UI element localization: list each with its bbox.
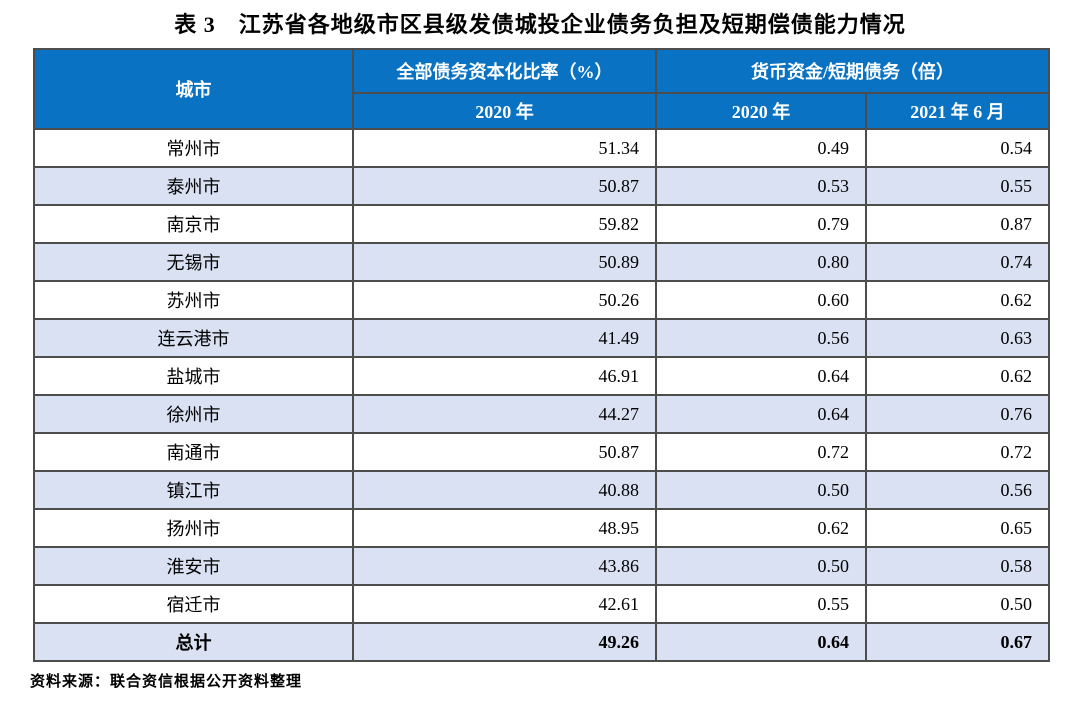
cash-2021-cell: 0.56	[865, 470, 1050, 510]
city-cell: 淮安市	[33, 546, 354, 586]
city-cell: 盐城市	[33, 356, 354, 396]
column-header-cash-ratio-group: 货币资金/短期债务（倍）	[655, 48, 1050, 94]
cash-2021-cell: 0.62	[865, 280, 1050, 320]
table-row: 徐州市 44.27 0.64 0.76	[33, 394, 1050, 434]
cash-2020-cell: 0.64	[655, 394, 867, 434]
city-cell: 徐州市	[33, 394, 354, 434]
cash-2020-cell: 0.56	[655, 318, 867, 358]
column-header-debt-ratio-group: 全部债务资本化比率（%）	[352, 48, 657, 94]
table-row: 无锡市 50.89 0.80 0.74	[33, 242, 1050, 282]
debt-2020-cell: 40.88	[352, 470, 657, 510]
city-cell: 宿迁市	[33, 584, 354, 624]
header-row-groups: 城市 全部债务资本化比率（%） 货币资金/短期债务（倍）	[33, 48, 1050, 130]
debt-2020-cell: 42.61	[352, 584, 657, 624]
column-subheader-cash-2020: 2020 年	[655, 92, 867, 130]
cash-2021-cell: 0.54	[865, 128, 1050, 168]
page-title: 表 3 江苏省各地级市区县级发债城投企业债务负担及短期偿债能力情况	[174, 12, 906, 37]
debt-2020-cell: 43.86	[352, 546, 657, 586]
table-row: 常州市 51.34 0.49 0.54	[33, 128, 1050, 168]
cash-2020-cell: 0.60	[655, 280, 867, 320]
debt-2020-cell: 50.87	[352, 432, 657, 472]
header-row-periods: 2020 年 2020 年 2021 年 6 月	[34, 92, 1050, 130]
city-cell: 无锡市	[33, 242, 354, 282]
debt-capacity-table: 城市 全部债务资本化比率（%） 货币资金/短期债务（倍） 2020 年 2020…	[33, 48, 1050, 662]
debt-2020-cell: 44.27	[352, 394, 657, 434]
column-subheader-cash-2021: 2021 年 6 月	[865, 92, 1050, 130]
total-debt-2020-cell: 49.26	[352, 622, 657, 662]
total-cash-2021-cell: 0.67	[865, 622, 1050, 662]
cash-2020-cell: 0.72	[655, 432, 867, 472]
debt-2020-cell: 41.49	[352, 318, 657, 358]
column-subheader-debt-2020: 2020 年	[352, 92, 657, 130]
debt-2020-cell: 50.87	[352, 166, 657, 206]
table-row: 苏州市 50.26 0.60 0.62	[33, 280, 1050, 320]
debt-2020-cell: 59.82	[352, 204, 657, 244]
cash-2021-cell: 0.87	[865, 204, 1050, 244]
cash-2020-cell: 0.53	[655, 166, 867, 206]
cash-2021-cell: 0.76	[865, 394, 1050, 434]
table-row-total: 总计 49.26 0.64 0.67	[33, 622, 1050, 662]
table-row: 镇江市 40.88 0.50 0.56	[33, 470, 1050, 510]
debt-2020-cell: 50.26	[352, 280, 657, 320]
cash-2020-cell: 0.49	[655, 128, 867, 168]
total-cash-2020-cell: 0.64	[655, 622, 867, 662]
cash-2021-cell: 0.63	[865, 318, 1050, 358]
cash-2020-cell: 0.55	[655, 584, 867, 624]
table-header: 城市 全部债务资本化比率（%） 货币资金/短期债务（倍） 2020 年 2020…	[33, 48, 1050, 130]
debt-2020-cell: 48.95	[352, 508, 657, 548]
debt-2020-cell: 51.34	[352, 128, 657, 168]
table-row: 连云港市 41.49 0.56 0.63	[33, 318, 1050, 358]
table-row: 南通市 50.87 0.72 0.72	[33, 432, 1050, 472]
cash-2021-cell: 0.58	[865, 546, 1050, 586]
cash-2021-cell: 0.55	[865, 166, 1050, 206]
cash-2020-cell: 0.79	[655, 204, 867, 244]
debt-2020-cell: 50.89	[352, 242, 657, 282]
city-cell: 泰州市	[33, 166, 354, 206]
cash-2020-cell: 0.62	[655, 508, 867, 548]
cash-2021-cell: 0.65	[865, 508, 1050, 548]
city-cell: 镇江市	[33, 470, 354, 510]
cash-2021-cell: 0.62	[865, 356, 1050, 396]
table-row: 淮安市 43.86 0.50 0.58	[33, 546, 1050, 586]
column-header-city: 城市	[33, 48, 354, 130]
cash-2020-cell: 0.50	[655, 470, 867, 510]
table-row: 盐城市 46.91 0.64 0.62	[33, 356, 1050, 396]
total-label-cell: 总计	[33, 622, 354, 662]
cash-2020-cell: 0.50	[655, 546, 867, 586]
city-cell: 连云港市	[33, 318, 354, 358]
cash-2021-cell: 0.72	[865, 432, 1050, 472]
cash-2020-cell: 0.64	[655, 356, 867, 396]
source-note: 资料来源：联合资信根据公开资料整理	[30, 674, 303, 690]
city-cell: 苏州市	[33, 280, 354, 320]
debt-2020-cell: 46.91	[352, 356, 657, 396]
table-row: 宿迁市 42.61 0.55 0.50	[33, 584, 1050, 624]
cash-2021-cell: 0.50	[865, 584, 1050, 624]
table-row: 南京市 59.82 0.79 0.87	[33, 204, 1050, 244]
city-cell: 南京市	[33, 204, 354, 244]
table-row: 泰州市 50.87 0.53 0.55	[33, 166, 1050, 206]
city-cell: 常州市	[33, 128, 354, 168]
table-body: 常州市 51.34 0.49 0.54 泰州市 50.87 0.53 0.55 …	[33, 128, 1050, 662]
cash-2020-cell: 0.80	[655, 242, 867, 282]
city-cell: 扬州市	[33, 508, 354, 548]
cash-2021-cell: 0.74	[865, 242, 1050, 282]
city-cell: 南通市	[33, 432, 354, 472]
table-row: 扬州市 48.95 0.62 0.65	[33, 508, 1050, 548]
